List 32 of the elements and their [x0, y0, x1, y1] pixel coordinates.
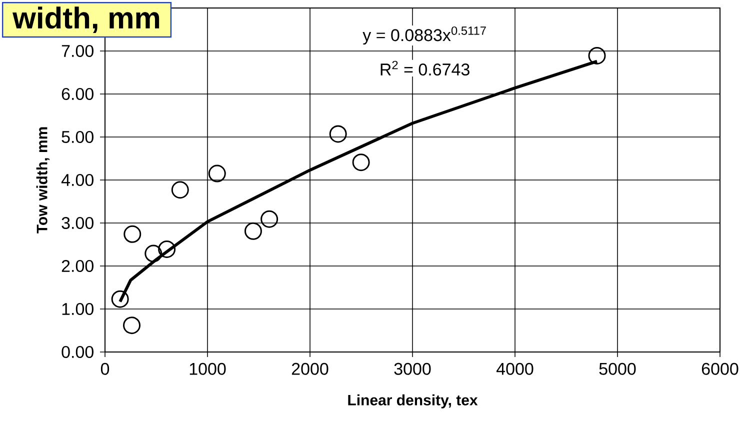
y-tick-label: 2.00 [62, 260, 94, 272]
x-tick-label: 6000 [702, 362, 738, 375]
annotation: R$^{2}$ = 0.6743 [380, 60, 470, 76]
x-tick-label: 5000 [599, 362, 636, 375]
point [208, 164, 226, 182]
y-tick-label: 4.00 [61, 174, 94, 186]
point [111, 290, 129, 308]
y-axis-title: Tow width, mm [36, 127, 50, 234]
y-tick-label: 7.00 [62, 44, 94, 58]
y-tick-label: 1.00 [62, 302, 94, 316]
x-tick-label: 4000 [496, 362, 534, 375]
point [171, 181, 189, 199]
point [124, 225, 142, 243]
x-tick-label: 3000 [394, 362, 431, 375]
point [329, 125, 347, 143]
y-tick-label: 6.00 [62, 88, 94, 100]
x-tick-label: 1000 [190, 362, 226, 375]
y-tick-label: 5.00 [62, 130, 94, 144]
x-axis-title: Linear density, tex [348, 394, 478, 408]
point [260, 210, 278, 228]
point [588, 46, 606, 64]
point [352, 154, 370, 172]
point [244, 222, 262, 240]
point [144, 244, 162, 262]
y-tick-label: 3.00 [62, 216, 94, 230]
x-tick-label: 0 [100, 362, 110, 375]
annotation: y = 0.0883x$^{0.5117}$ [362, 26, 486, 45]
point [123, 316, 141, 334]
x-tick-label: 2000 [292, 362, 328, 375]
point [158, 240, 176, 258]
chart-title: width, mm [12, 6, 160, 33]
y-tick-label: 0.00 [62, 346, 94, 358]
